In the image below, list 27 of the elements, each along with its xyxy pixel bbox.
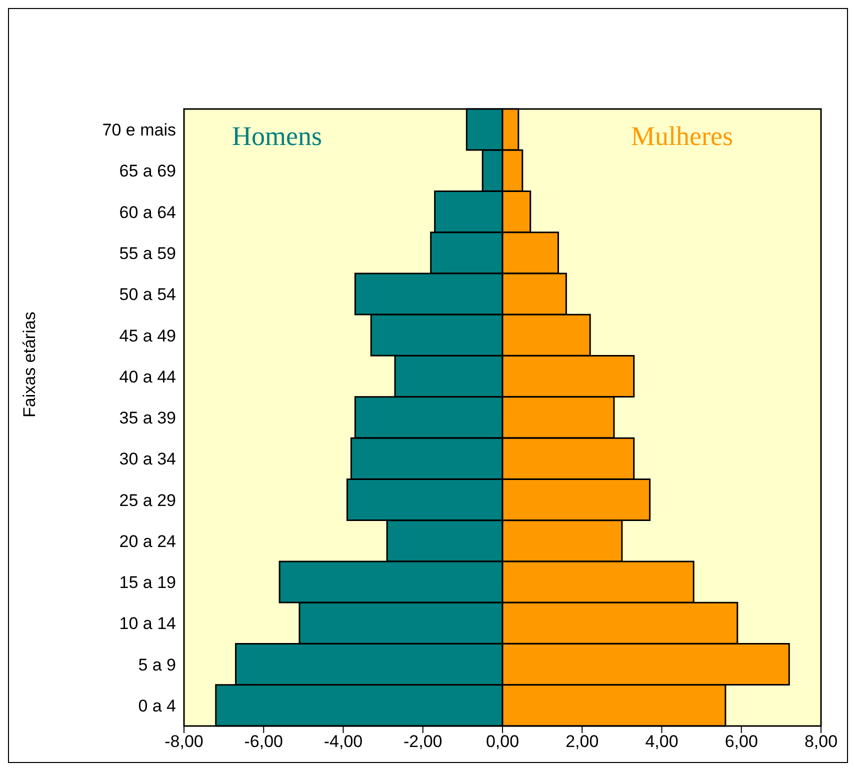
x-tick-label: -2,00 (404, 732, 442, 752)
x-tick-label: -4,00 (324, 732, 363, 752)
y-tick-label: 60 a 64 (119, 202, 176, 222)
x-tick-label: 6,00 (724, 732, 758, 752)
y-tick-label: 20 a 24 (119, 532, 176, 551)
y-tick-label: 0 a 4 (138, 696, 176, 716)
x-tick-label: -8,00 (164, 732, 204, 752)
y-tick-label: 35 a 39 (119, 408, 176, 428)
text: Mulheres (631, 121, 733, 152)
y-tick-label: 5 a 9 (138, 655, 176, 674)
y-tick-label: 10 a 14 (119, 614, 176, 634)
y-axis-title: Faixas etárias (20, 312, 40, 418)
y-tick-label: 45 a 49 (119, 326, 176, 346)
x-tick-label: 4,00 (645, 732, 678, 752)
x-tick-label: 0,00 (486, 732, 520, 752)
y-tick-label: 25 a 29 (119, 490, 176, 510)
y-tick-label: 30 a 34 (119, 450, 176, 469)
y-tick-label: 50 a 54 (119, 285, 176, 304)
x-tick-label: 2,00 (566, 732, 599, 752)
y-tick-label: 40 a 44 (119, 367, 176, 386)
y-tick-label: 70 e mais (102, 120, 176, 140)
y-tick-label: 55 a 59 (119, 244, 176, 263)
y-tick-label: 65 a 69 (119, 162, 176, 181)
text: Homens (232, 121, 322, 152)
y-tick-label: 15 a 19 (119, 573, 176, 592)
x-tick-label: 8,00 (804, 732, 838, 752)
x-tick-label: -6,00 (244, 732, 283, 752)
